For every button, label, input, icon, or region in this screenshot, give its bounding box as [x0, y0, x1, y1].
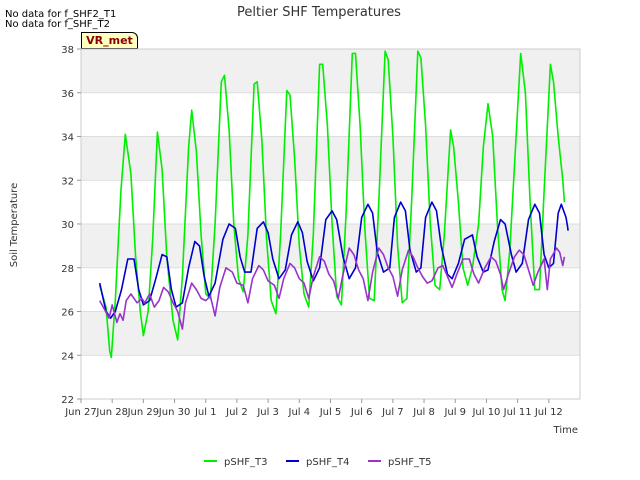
series-line-pSHF_T5	[98, 247, 566, 330]
y-axis: 22 24 26 28 30 32 34 36 38	[61, 45, 81, 406]
x-tick-label: Jul 9	[443, 407, 466, 418]
no-data-notice-1: No data for f_SHF2_T1	[5, 9, 117, 20]
legend-label-pSHF_T4: pSHF_T4	[306, 457, 349, 468]
x-tick-label: Jul 4	[288, 407, 311, 418]
y-tick-label: 30	[61, 220, 74, 231]
y-axis-label: Soil Temperature	[9, 183, 20, 268]
x-tick-label: Jul 11	[503, 407, 532, 418]
plot-band	[81, 49, 580, 93]
plot-band	[81, 136, 580, 181]
series-line-pSHF_T3	[98, 50, 566, 359]
series-line-pSHF_T4	[98, 201, 569, 319]
x-axis: Jun 27 Jun 28 Jun 29 Jun 30 Jul 1 Jul 2 Jul 3 J…	[64, 399, 563, 418]
y-tick-label: 34	[61, 133, 74, 144]
legend: pSHF_T3 pSHF_T4 pSHF_T5	[204, 457, 431, 468]
y-tick-label: 24	[61, 351, 74, 362]
x-tick-label: Jun 29	[127, 407, 160, 418]
y-tick-label: 32	[61, 176, 74, 187]
plot-band	[81, 311, 580, 356]
x-tick-label: Jul 5	[319, 407, 342, 418]
y-tick-label: 22	[61, 395, 74, 406]
chart-title: Peltier SHF Temperatures	[237, 5, 401, 20]
x-tick-label: Jul 8	[412, 407, 435, 418]
plot-band	[81, 224, 580, 268]
x-tick-label: Jul 3	[256, 407, 279, 418]
y-tick-label: 26	[61, 308, 74, 319]
x-tick-label: Jun 27	[64, 407, 97, 418]
x-tick-label: Jun 28	[95, 407, 128, 418]
no-data-notice-2: No data for f_SHF_T2	[5, 19, 111, 30]
legend-label-pSHF_T3: pSHF_T3	[224, 457, 267, 468]
series-lines	[98, 50, 569, 359]
plot-bands	[81, 49, 580, 356]
x-tick-label: Jul 6	[350, 407, 373, 418]
x-tick-label: Jul 2	[225, 407, 248, 418]
x-tick-label: Jul 10	[471, 407, 500, 418]
legend-label-pSHF_T5: pSHF_T5	[388, 457, 431, 468]
y-tick-label: 28	[61, 264, 74, 275]
x-tick-label: Jun 30	[158, 407, 191, 418]
x-tick-label: Jul 12	[534, 407, 563, 418]
x-axis-label: Time	[553, 425, 578, 436]
y-tick-label: 38	[61, 45, 74, 56]
y-tick-label: 36	[61, 89, 74, 100]
x-tick-label: Jul 7	[381, 407, 404, 418]
x-tick-label: Jul 1	[194, 407, 217, 418]
